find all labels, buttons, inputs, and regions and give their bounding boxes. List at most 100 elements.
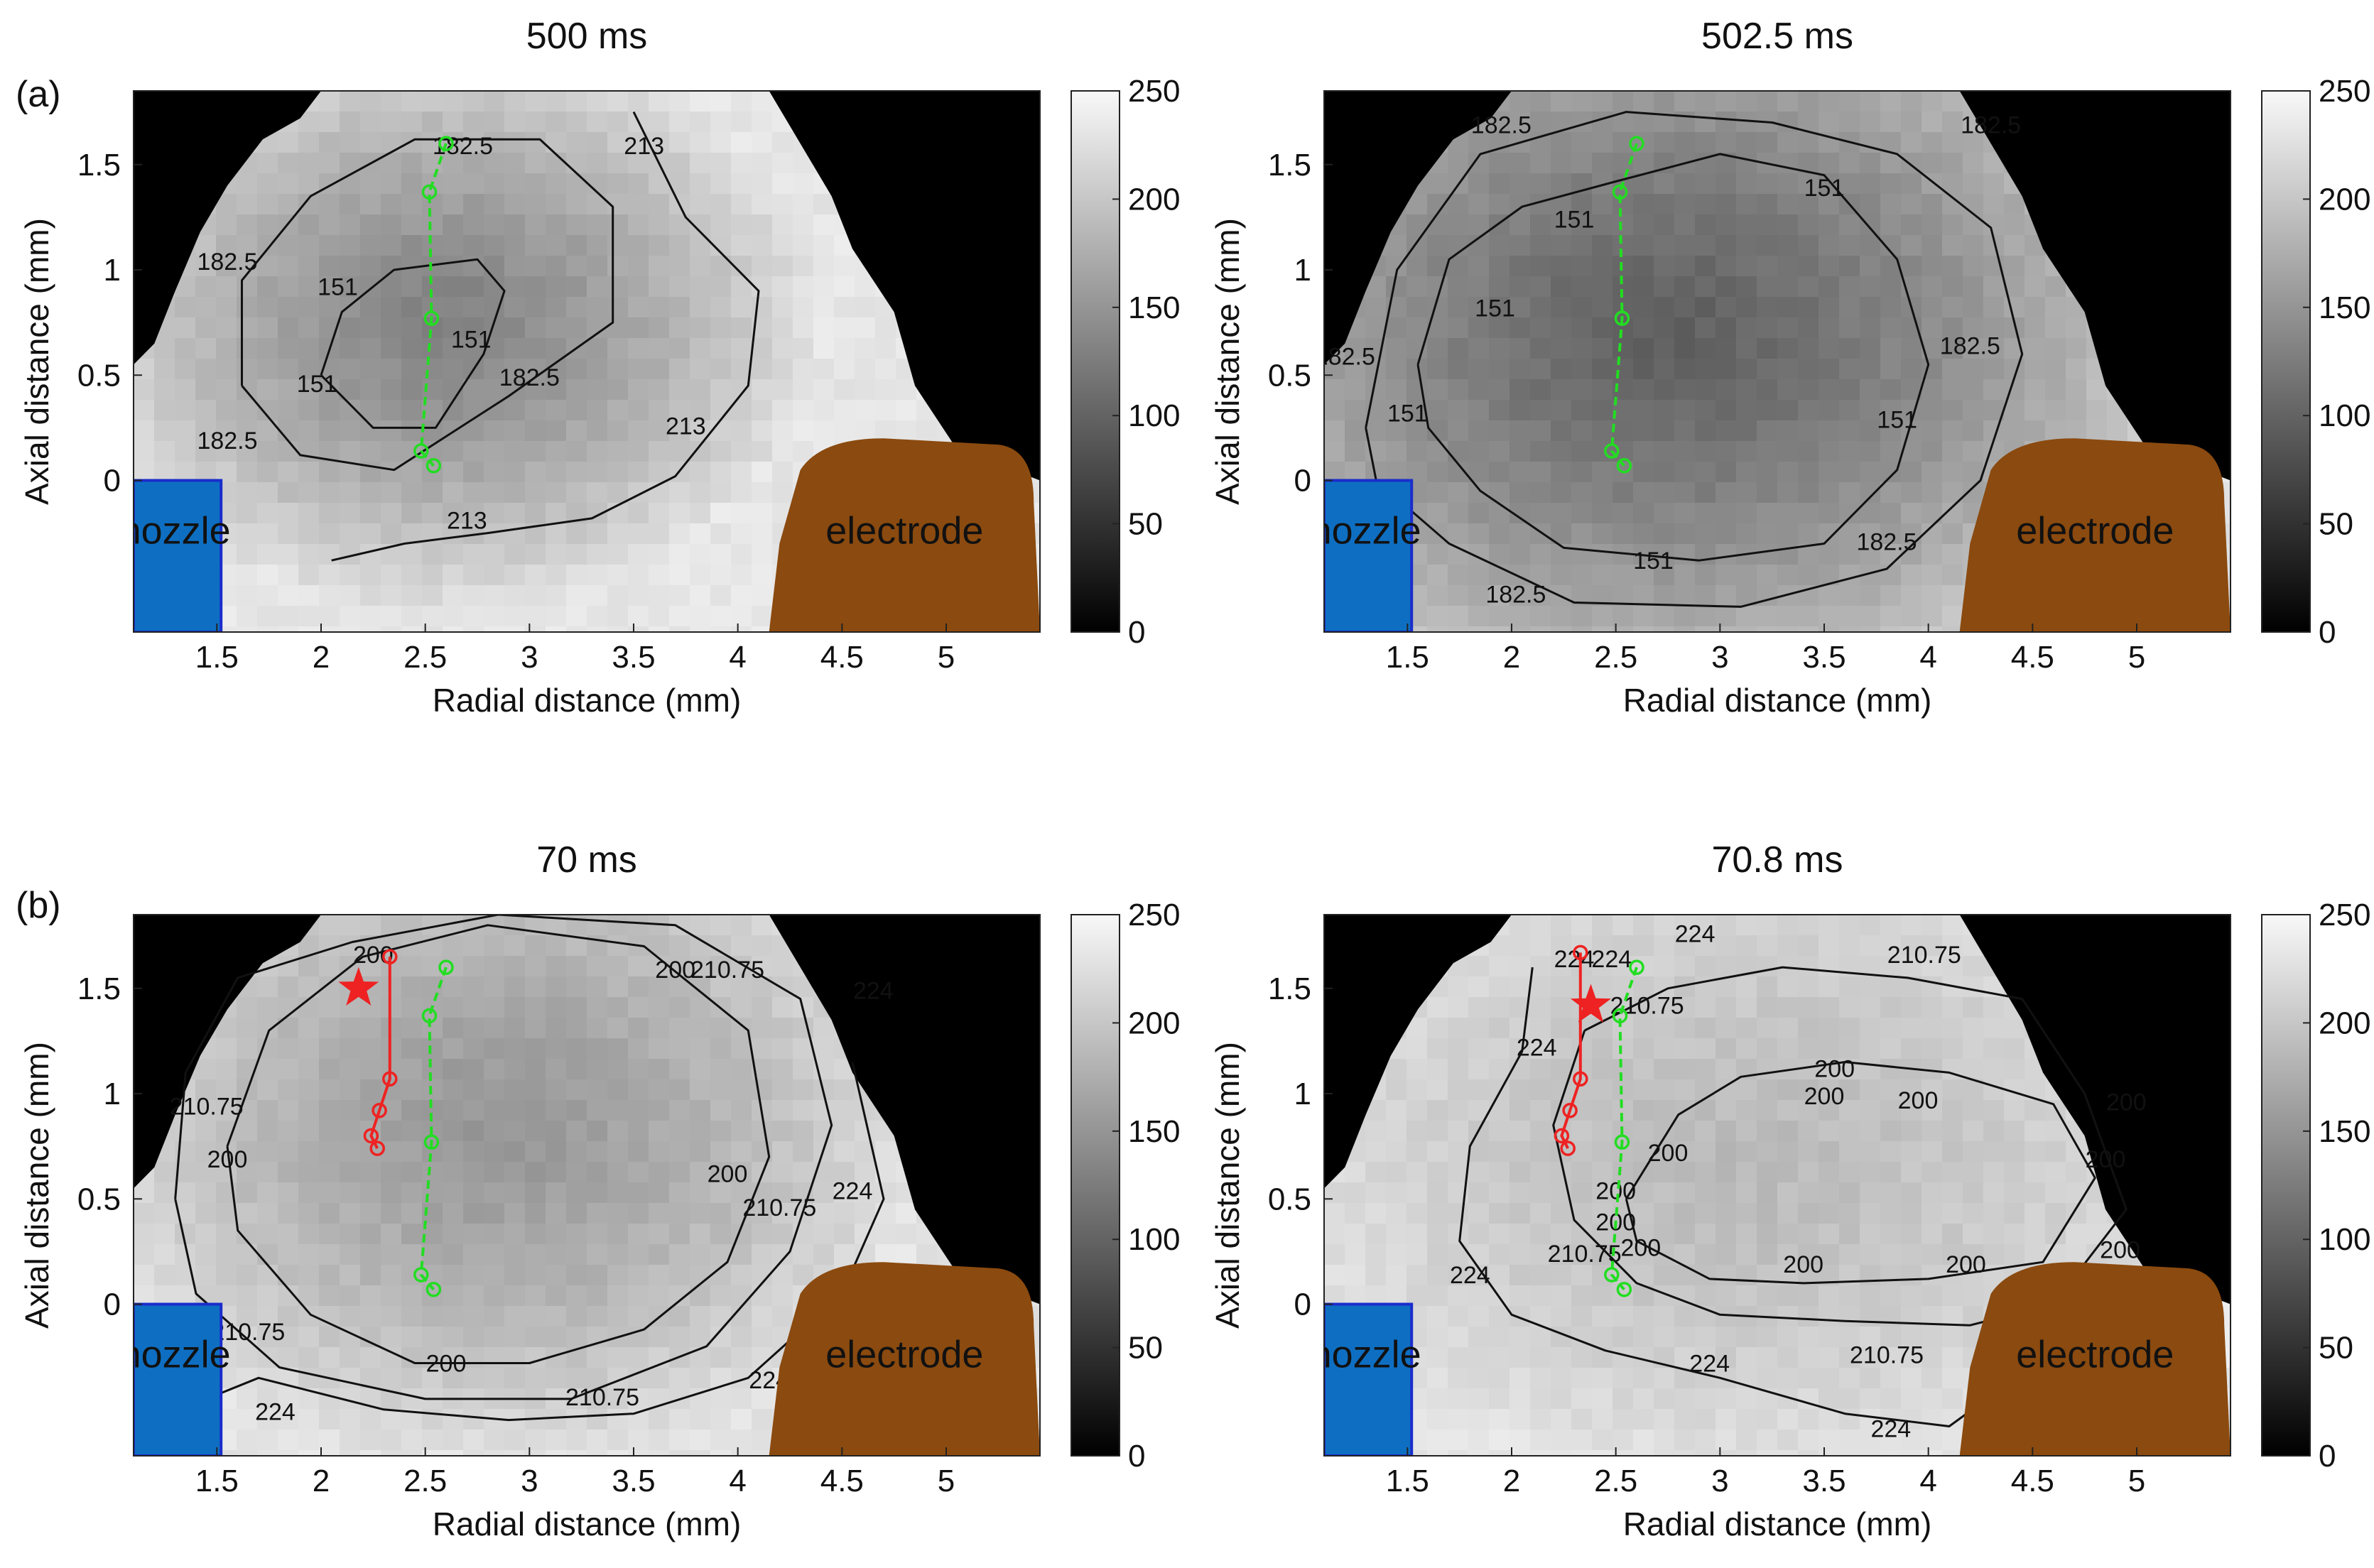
heatmap-cell xyxy=(1839,544,1860,565)
heatmap-cell xyxy=(669,1100,690,1121)
heatmap-cell xyxy=(1530,503,1551,524)
heatmap-cell xyxy=(257,173,278,195)
heatmap-cell xyxy=(628,194,649,215)
heatmap-cell xyxy=(1530,173,1551,195)
heatmap-cell xyxy=(690,194,711,215)
heatmap-cell xyxy=(731,1265,752,1286)
heatmap-cell xyxy=(1468,379,1490,401)
heatmap-cell xyxy=(1860,1265,1881,1286)
heatmap-cell xyxy=(1839,256,1860,277)
heatmap-cell xyxy=(1530,235,1551,256)
contour-label: 200 xyxy=(353,942,394,969)
heatmap-cell xyxy=(1839,1079,1860,1101)
heatmap-cell xyxy=(525,441,546,462)
heatmap-cell xyxy=(566,317,587,339)
heatmap-cell xyxy=(1510,1244,1531,1265)
heatmap-cell xyxy=(566,1430,587,1451)
heatmap-cell xyxy=(710,1347,732,1368)
heatmap-cell xyxy=(504,1182,526,1204)
heatmap-cell xyxy=(669,1306,690,1327)
heatmap-cell xyxy=(1489,276,1510,298)
heatmap-cell xyxy=(1777,462,1799,483)
heatmap-cell xyxy=(484,441,505,462)
heatmap-cell xyxy=(2045,276,2066,298)
heatmap-cell xyxy=(1880,379,1902,401)
heatmap-cell xyxy=(1406,359,1428,380)
heatmap-cell xyxy=(710,132,732,153)
heatmap-cell xyxy=(1551,359,1572,380)
contour-label: 182.5 xyxy=(1485,581,1546,608)
heatmap-cell xyxy=(834,1079,855,1101)
heatmap-cell xyxy=(1530,544,1551,565)
heatmap-cell xyxy=(875,338,896,359)
heatmap-cell xyxy=(731,132,752,153)
heatmap-cell xyxy=(1654,441,1675,462)
heatmap-cell xyxy=(1592,276,1613,298)
heatmap-cell xyxy=(669,1079,690,1101)
heatmap-cell xyxy=(1510,523,1531,545)
heatmap-cell xyxy=(1819,379,1840,401)
heatmap-cell xyxy=(875,400,896,421)
heatmap-cell xyxy=(1901,1285,1922,1307)
heatmap-cell xyxy=(690,1306,711,1327)
heatmap-cell xyxy=(278,1038,299,1060)
heatmap-cell xyxy=(1901,585,1922,606)
heatmap-cell xyxy=(1324,400,1345,421)
heatmap-cell xyxy=(1880,544,1902,565)
heatmap-cell xyxy=(1489,1327,1510,1348)
heatmap-cell xyxy=(710,915,732,936)
heatmap-cell xyxy=(649,338,670,359)
heatmap-cell xyxy=(1654,256,1675,277)
heatmap-cell xyxy=(1880,482,1902,503)
heatmap-cell xyxy=(546,297,567,318)
heatmap-cell xyxy=(566,523,587,545)
heatmap-cell xyxy=(443,173,464,195)
heatmap-cell xyxy=(752,1079,773,1101)
heatmap-cell xyxy=(587,1285,608,1307)
heatmap-cell xyxy=(1674,379,1696,401)
heatmap-cell xyxy=(340,91,361,112)
heatmap-cell xyxy=(546,956,567,977)
heatmap-cell xyxy=(381,235,402,256)
heatmap-cell xyxy=(813,214,835,236)
heatmap-cell xyxy=(360,1162,381,1183)
heatmap-cell xyxy=(1880,1018,1902,1039)
heatmap-cell xyxy=(298,1347,320,1368)
heatmap-cell xyxy=(443,91,464,112)
heatmap-cell xyxy=(401,420,423,442)
heatmap-cell xyxy=(463,276,484,298)
heatmap-cell xyxy=(1674,523,1696,545)
heatmap-cell xyxy=(1922,297,1943,318)
heatmap-cell xyxy=(1489,976,1510,998)
heatmap-cell xyxy=(1551,153,1572,174)
heatmap-cell xyxy=(2025,338,2046,359)
heatmap-cell xyxy=(1489,626,1510,632)
heatmap-cell xyxy=(1386,1244,1407,1265)
heatmap-cell xyxy=(628,565,649,586)
heatmap-cell xyxy=(340,606,361,627)
heatmap-cell xyxy=(2004,297,2025,318)
heatmap-cell xyxy=(443,935,464,957)
heatmap-cell xyxy=(1798,1141,1819,1163)
heatmap-cell xyxy=(1468,1038,1490,1060)
electrode-region xyxy=(769,1262,1040,1456)
heatmap-cell xyxy=(443,1430,464,1451)
heatmap-cell xyxy=(1777,997,1799,1018)
heatmap-cell xyxy=(1860,1368,1881,1389)
heatmap-cell xyxy=(1819,441,1840,462)
heatmap-cell xyxy=(1860,400,1881,421)
heatmap-cell xyxy=(484,997,505,1018)
heatmap-cell xyxy=(278,1409,299,1430)
heatmap-cell xyxy=(340,585,361,606)
heatmap-cell xyxy=(546,194,567,215)
heatmap-cell xyxy=(710,1162,732,1183)
heatmap-cell xyxy=(587,214,608,236)
heatmap-cell xyxy=(1427,359,1448,380)
heatmap-cell xyxy=(669,317,690,339)
heatmap-cell xyxy=(525,956,546,977)
heatmap-cell xyxy=(1922,1409,1943,1430)
heatmap-cell xyxy=(1551,626,1572,632)
heatmap-cell xyxy=(628,1079,649,1101)
heatmap-cell xyxy=(484,379,505,401)
heatmap-cell xyxy=(1510,400,1531,421)
